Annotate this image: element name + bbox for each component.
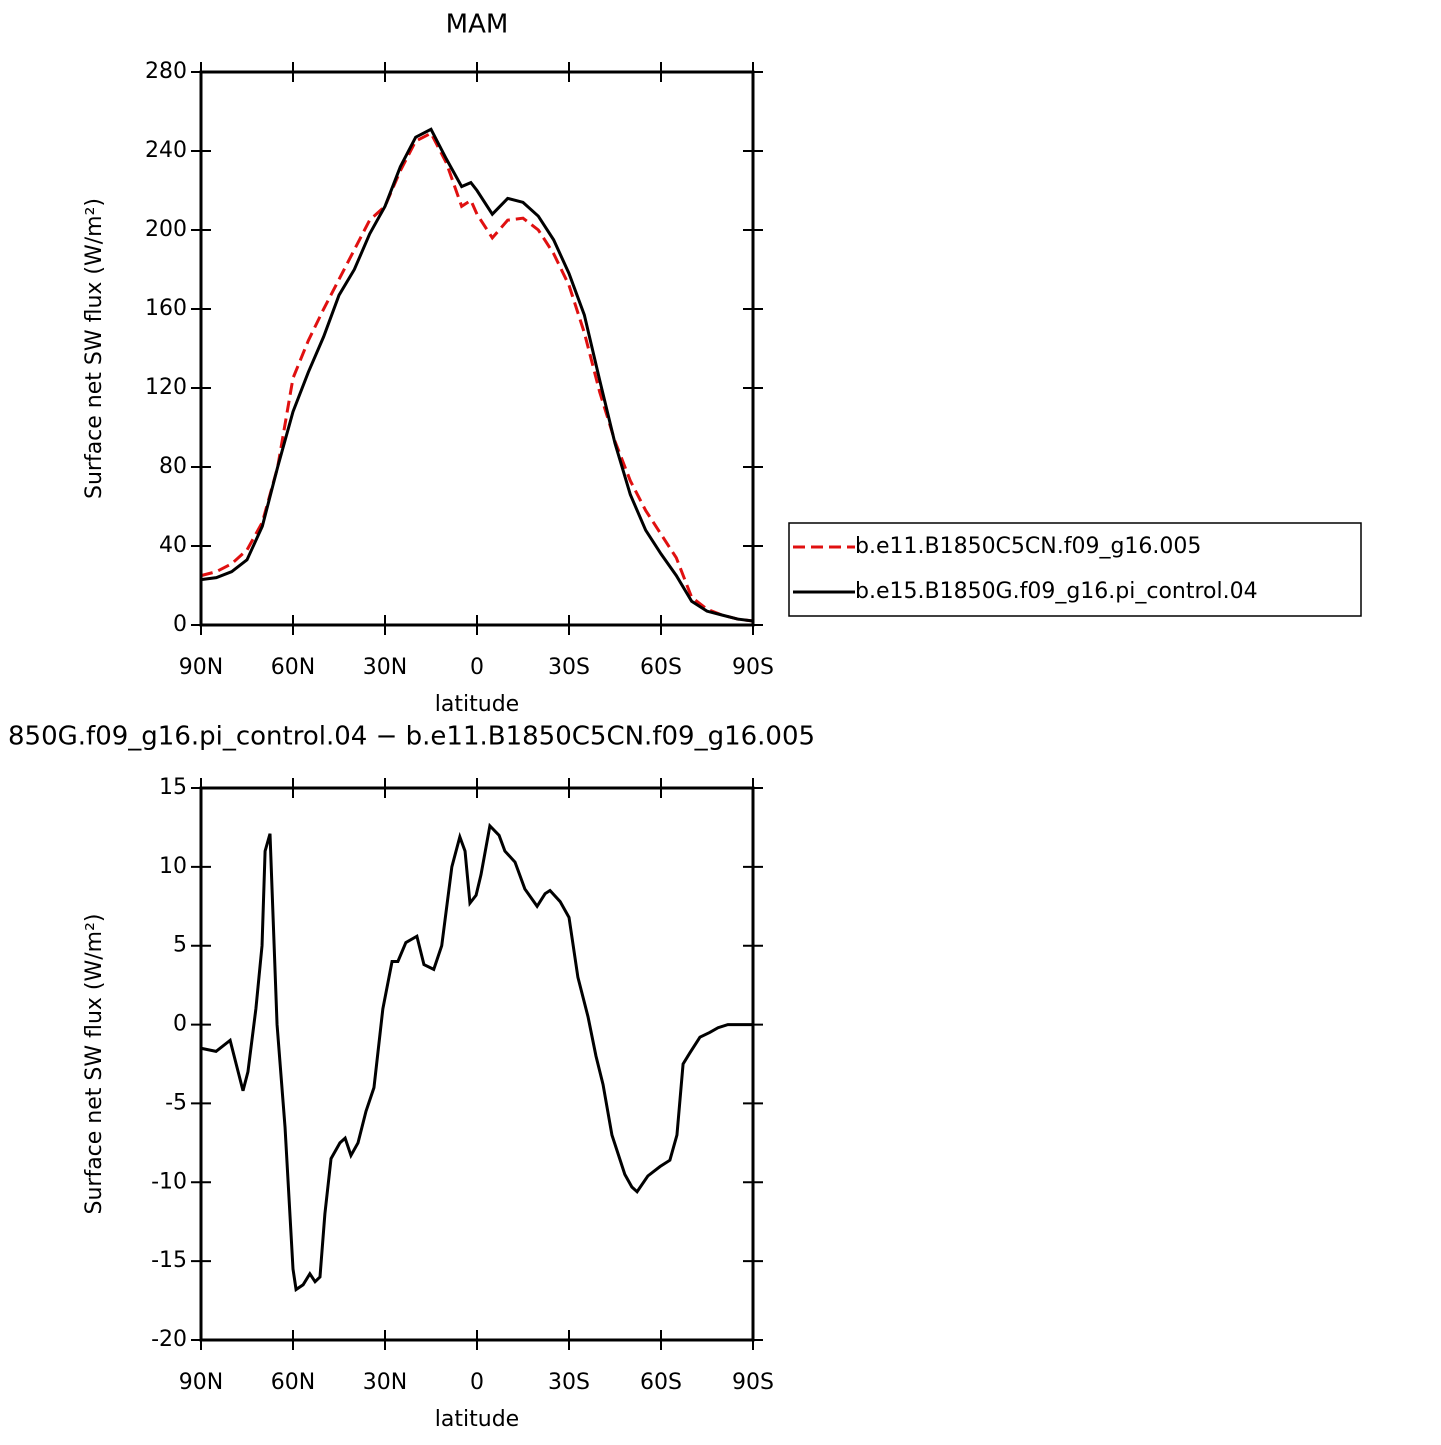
y-tick-label: 40 <box>159 533 187 558</box>
y-tick-label: 80 <box>159 454 187 479</box>
chart-title: 850G.f09_g16.pi_control.04 − b.e11.B1850… <box>8 722 815 752</box>
legend-label: b.e15.B1850G.f09_g16.pi_control.04 <box>855 579 1258 604</box>
x-tick-label: 90N <box>179 1370 223 1395</box>
series-line <box>200 131 754 623</box>
series-line <box>200 822 753 1293</box>
chart-title: MAM <box>446 10 509 40</box>
y-tick-label: -15 <box>151 1248 187 1273</box>
x-tick-label: 60N <box>271 1370 315 1395</box>
x-tick-label: 60S <box>640 655 682 680</box>
x-tick-label: 90S <box>732 1370 774 1395</box>
x-tick-label: 60N <box>271 655 315 680</box>
y-tick-label: -20 <box>151 1327 187 1352</box>
x-tick-label: 0 <box>470 655 484 680</box>
y-tick-label: 15 <box>159 775 187 800</box>
x-tick-label: 90S <box>732 655 774 680</box>
y-axis-label: Surface net SW flux (W/m²) <box>82 913 107 1214</box>
y-tick-label: 0 <box>173 612 187 637</box>
y-tick-label: 120 <box>145 375 187 400</box>
y-tick-label: 10 <box>159 854 187 879</box>
y-tick-label: -5 <box>165 1090 187 1115</box>
plot-frame <box>199 786 755 1342</box>
x-tick-label: 30N <box>363 655 407 680</box>
legend-label: b.e11.B1850C5CN.f09_g16.005 <box>855 534 1201 559</box>
y-tick-label: 5 <box>173 933 187 958</box>
x-tick-label: 30N <box>363 1370 407 1395</box>
y-tick-label: 240 <box>145 138 187 163</box>
x-axis-label: latitude <box>435 1407 519 1432</box>
y-tick-label: 200 <box>145 217 187 242</box>
y-axis-label: Surface net SW flux (W/m²) <box>82 198 107 499</box>
x-tick-label: 90N <box>179 655 223 680</box>
y-tick-label: 0 <box>173 1012 187 1037</box>
x-tick-label: 0 <box>470 1370 484 1395</box>
y-tick-label: -10 <box>151 1169 187 1194</box>
x-tick-label: 30S <box>548 655 590 680</box>
x-tick-label: 60S <box>640 1370 682 1395</box>
x-axis-label: latitude <box>435 692 519 717</box>
plot-frame <box>199 70 755 627</box>
legend-box <box>788 522 1362 617</box>
series-line <box>200 127 754 623</box>
y-tick-label: 280 <box>145 59 187 84</box>
y-tick-label: 160 <box>145 296 187 321</box>
x-tick-label: 30S <box>548 1370 590 1395</box>
